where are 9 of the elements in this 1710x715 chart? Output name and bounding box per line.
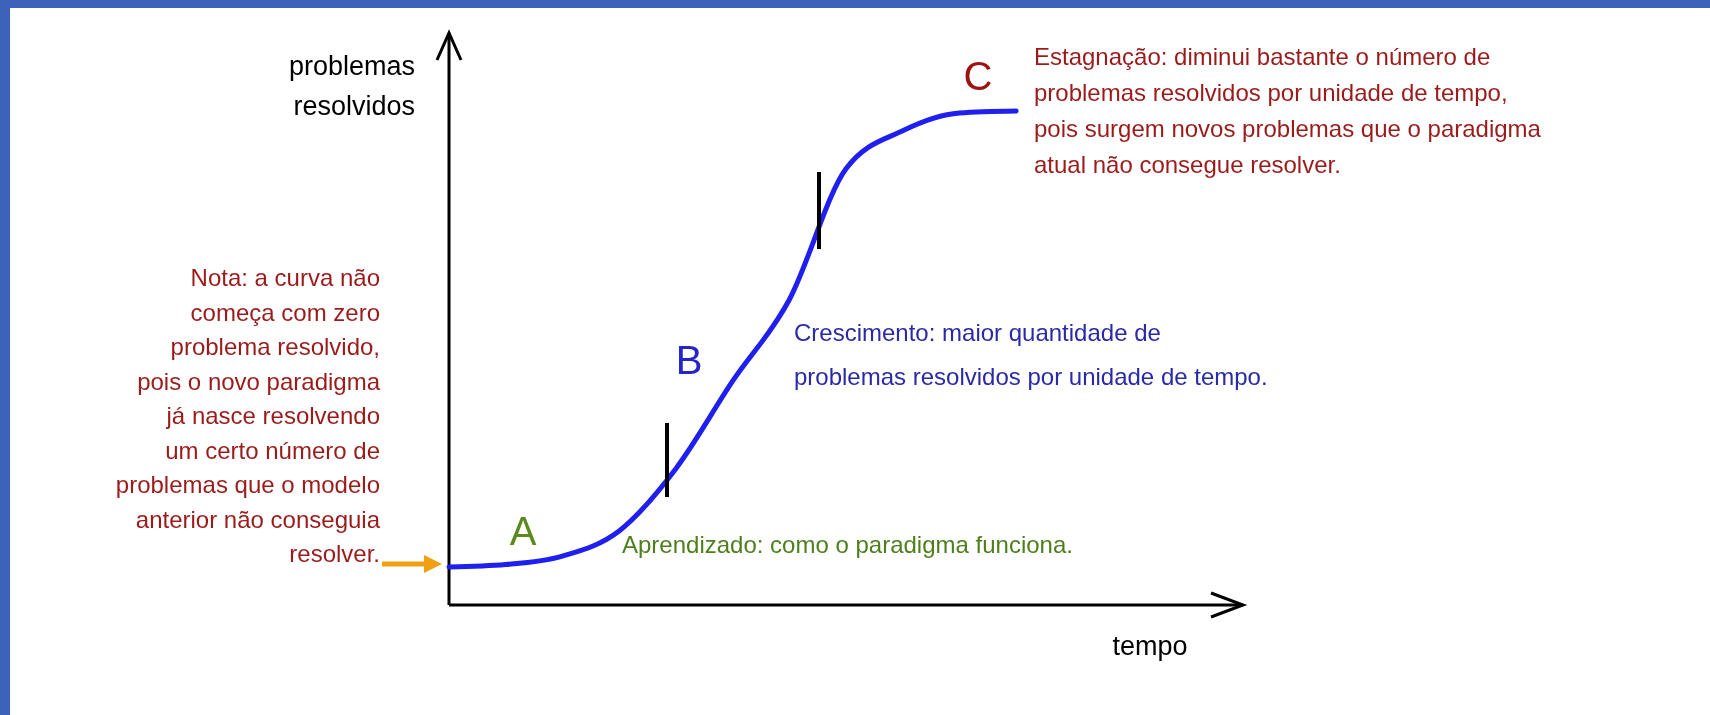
text: Nota: a curva não começa com zero problema resolvido, pois o novo paradigma já nasce resolvendo um certo número de problemas que o modelo anterior não conseguia resolver. (115, 264, 380, 567)
annotation: Estagnação: diminui bastante o número de problemas resolvidos por unidade de tempo, pois surgem novos problemas que o paradigma atual não consegue resolver. (1034, 43, 1542, 178)
annotation: B (675, 338, 703, 382)
annotation: Crescimento: maior quantidade de problemas resolvidos por unidade de tempo. (794, 319, 1268, 390)
text: C (963, 54, 993, 98)
annotation: A (509, 509, 537, 553)
annotation: Aprendizado: como o paradigma funciona. (622, 531, 1073, 558)
x-axis-title: tempo (1112, 631, 1188, 661)
y-axis-title: problemas resolvidos (288, 51, 415, 121)
